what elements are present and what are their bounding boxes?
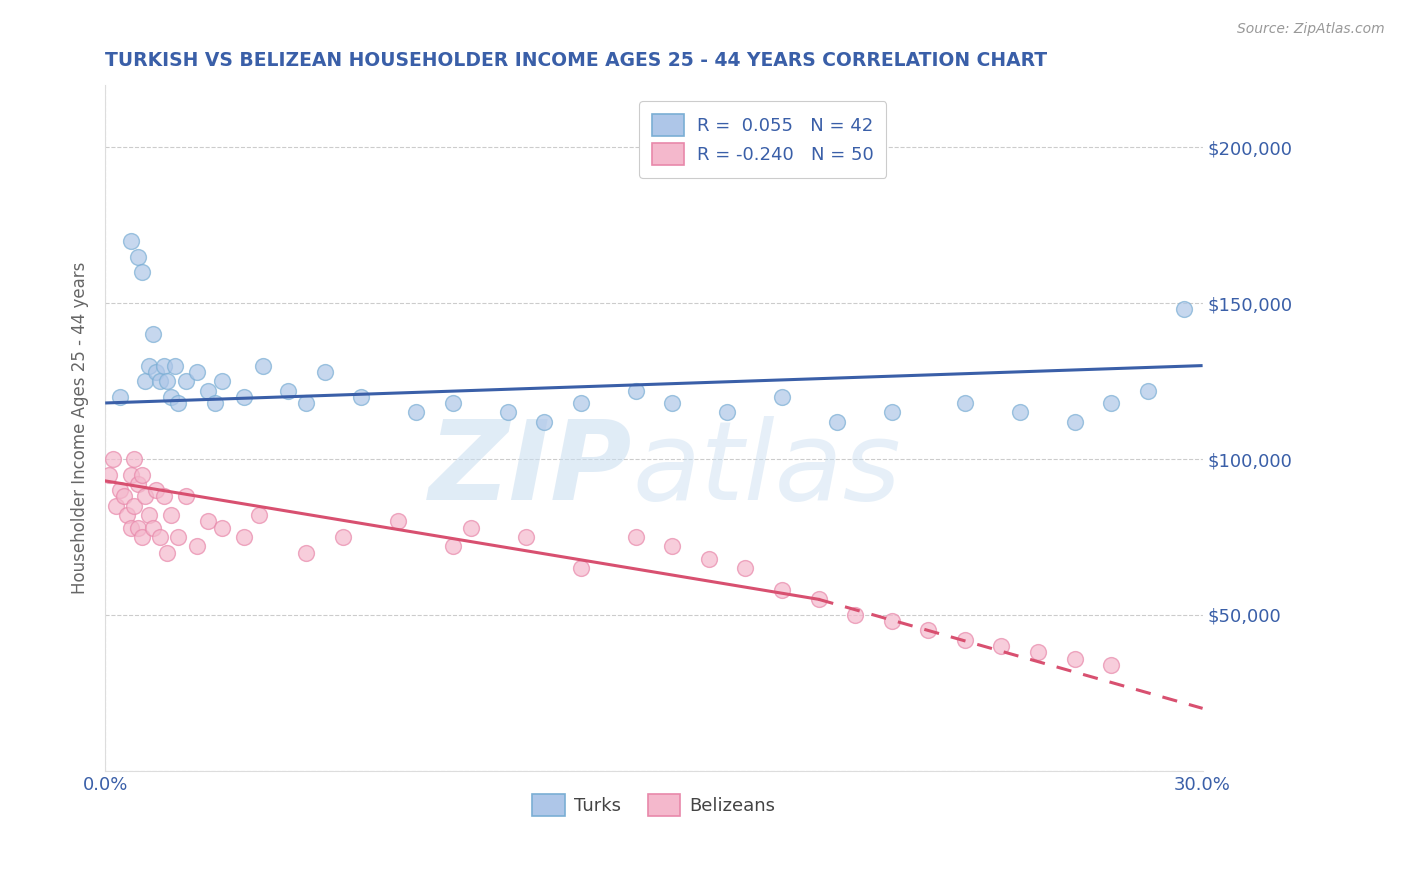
Point <box>120 234 142 248</box>
Point <box>441 396 464 410</box>
Point <box>314 365 336 379</box>
Point <box>156 545 179 559</box>
Point <box>295 396 318 410</box>
Point <box>1063 651 1085 665</box>
Point <box>108 483 131 498</box>
Point <box>405 405 427 419</box>
Point <box>295 545 318 559</box>
Point <box>112 490 135 504</box>
Point <box>716 405 738 419</box>
Point <box>124 499 146 513</box>
Point <box>145 483 167 498</box>
Point <box>152 359 174 373</box>
Point <box>127 521 149 535</box>
Point <box>120 467 142 482</box>
Point <box>142 327 165 342</box>
Point <box>134 490 156 504</box>
Point <box>142 521 165 535</box>
Text: TURKISH VS BELIZEAN HOUSEHOLDER INCOME AGES 25 - 44 YEARS CORRELATION CHART: TURKISH VS BELIZEAN HOUSEHOLDER INCOME A… <box>105 51 1047 70</box>
Point <box>115 508 138 523</box>
Point <box>247 508 270 523</box>
Point <box>156 374 179 388</box>
Point <box>350 390 373 404</box>
Point <box>138 359 160 373</box>
Point <box>387 515 409 529</box>
Point <box>197 384 219 398</box>
Point <box>105 499 128 513</box>
Point <box>1136 384 1159 398</box>
Point <box>825 415 848 429</box>
Point <box>127 477 149 491</box>
Point <box>661 539 683 553</box>
Point <box>624 384 647 398</box>
Point <box>167 396 190 410</box>
Point <box>624 530 647 544</box>
Point <box>138 508 160 523</box>
Point <box>844 607 866 622</box>
Point <box>101 452 124 467</box>
Y-axis label: Householder Income Ages 25 - 44 years: Householder Income Ages 25 - 44 years <box>72 261 89 594</box>
Point <box>145 365 167 379</box>
Point <box>186 539 208 553</box>
Point <box>124 452 146 467</box>
Point <box>204 396 226 410</box>
Point <box>990 639 1012 653</box>
Point <box>160 390 183 404</box>
Point <box>734 561 756 575</box>
Point <box>515 530 537 544</box>
Point <box>460 521 482 535</box>
Point <box>661 396 683 410</box>
Point <box>233 530 256 544</box>
Point <box>953 396 976 410</box>
Point <box>770 390 793 404</box>
Point <box>134 374 156 388</box>
Point <box>441 539 464 553</box>
Point <box>1173 302 1195 317</box>
Point <box>770 582 793 597</box>
Text: ZIP: ZIP <box>429 416 631 523</box>
Point <box>1099 657 1122 672</box>
Point <box>332 530 354 544</box>
Point <box>277 384 299 398</box>
Point <box>533 415 555 429</box>
Point <box>131 265 153 279</box>
Point <box>880 405 903 419</box>
Point <box>127 250 149 264</box>
Point <box>97 467 120 482</box>
Point <box>917 624 939 638</box>
Point <box>1099 396 1122 410</box>
Point <box>131 530 153 544</box>
Point <box>120 521 142 535</box>
Point <box>160 508 183 523</box>
Point <box>807 592 830 607</box>
Point <box>163 359 186 373</box>
Point <box>1008 405 1031 419</box>
Point <box>1026 645 1049 659</box>
Point <box>108 390 131 404</box>
Point <box>569 561 592 575</box>
Text: Source: ZipAtlas.com: Source: ZipAtlas.com <box>1237 22 1385 37</box>
Point <box>1063 415 1085 429</box>
Point <box>496 405 519 419</box>
Point <box>149 374 172 388</box>
Point <box>174 490 197 504</box>
Point <box>697 551 720 566</box>
Point <box>149 530 172 544</box>
Point <box>197 515 219 529</box>
Point <box>953 632 976 647</box>
Point <box>167 530 190 544</box>
Point <box>186 365 208 379</box>
Point <box>211 521 233 535</box>
Point <box>131 467 153 482</box>
Point <box>569 396 592 410</box>
Text: atlas: atlas <box>631 416 901 523</box>
Point <box>174 374 197 388</box>
Legend: Turks, Belizeans: Turks, Belizeans <box>524 787 783 823</box>
Point <box>233 390 256 404</box>
Point <box>880 614 903 628</box>
Point <box>252 359 274 373</box>
Point <box>152 490 174 504</box>
Point <box>211 374 233 388</box>
